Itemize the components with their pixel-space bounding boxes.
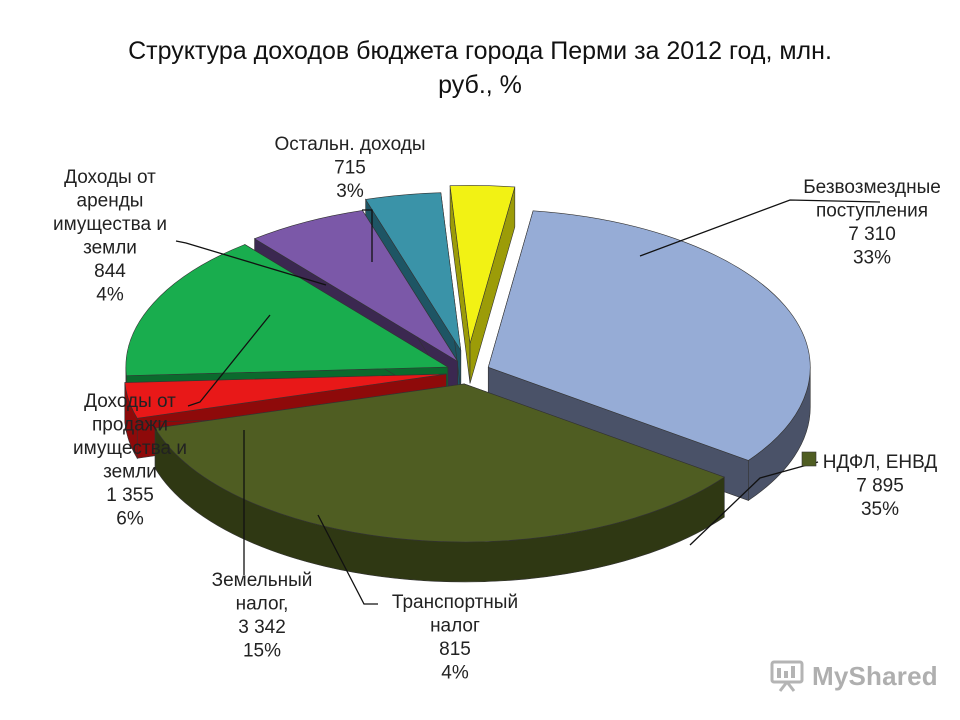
data-label-6: Доходы от аренды имущества и земли 844 4%: [53, 167, 327, 306]
pie-slice-7: [449, 185, 516, 384]
pie-slice-6-top: [365, 192, 462, 351]
chart-title-line-1: Структура доходов бюджета города Перми з…: [128, 37, 832, 65]
slice-label-text: Доходы от продажи имущества и земли 1 355 6%: [73, 391, 187, 530]
pie-slice-5-top: [253, 210, 458, 362]
slice-value: 815: [439, 639, 471, 660]
leader-line-6: [175, 240, 327, 286]
slice-name: налог: [430, 616, 480, 637]
slice-label-text: Безвозмездные поступления 7 310 33%: [803, 177, 941, 269]
slice-name: земли: [103, 462, 157, 483]
slice-name: налог,: [236, 594, 289, 615]
slice-name: НДФЛ, ЕНВД: [823, 452, 938, 473]
slice-percent: 35%: [861, 499, 899, 520]
slice-percent: 6%: [116, 509, 144, 530]
slice-value: 7 310: [848, 224, 896, 245]
slice-name: Земельный: [212, 570, 313, 591]
slice-name: имущества и: [73, 438, 187, 459]
slice-label-text: Земельный налог, 3 342 15%: [212, 570, 313, 662]
pie-slice-2-top: [154, 383, 725, 543]
leader-line-2: [689, 461, 819, 546]
slice-label-text: Транспортный налог 815 4%: [392, 592, 518, 684]
presentation-board-icon: [770, 660, 804, 692]
slice-percent: 4%: [96, 285, 124, 306]
slice-percent: 3%: [336, 181, 364, 202]
data-label-7: Остальн. доходы 715 3%: [275, 134, 426, 262]
slice-name: Доходы от: [84, 391, 176, 412]
pie-slice-4-top: [125, 244, 449, 376]
slice-percent: 4%: [441, 663, 469, 684]
data-label-2: НДФЛ, ЕНВД 7 895 35%: [689, 451, 938, 546]
watermark: MyShared: [770, 654, 940, 698]
slice-value: 1 355: [106, 485, 154, 506]
slice-value: 844: [94, 261, 126, 282]
watermark-text: MyShared: [812, 660, 938, 691]
slice-value: 7 895: [856, 476, 904, 497]
leader-line-1: [639, 199, 881, 257]
legend-swatch: [801, 451, 817, 467]
pie-slice-3-top: [124, 373, 447, 419]
pie-slice-1-top: [487, 210, 811, 461]
data-label-1: Безвозмездные поступления 7 310 33%: [639, 177, 941, 269]
slice-value: 3 342: [238, 617, 286, 638]
slice-label-text: Остальн. доходы 715 3%: [275, 134, 426, 202]
pie-slice-7-top: [449, 185, 516, 344]
leader-line-7: [362, 209, 373, 262]
slice-name: Доходы от: [64, 167, 156, 188]
data-label-5: Доходы от продажи имущества и земли 1 355 6%: [73, 314, 271, 530]
slice-name: продажи: [92, 415, 168, 436]
slice-name: Безвозмездные: [803, 177, 941, 198]
slice-name: поступления: [816, 201, 928, 222]
slice-percent: 33%: [853, 248, 891, 269]
leader-line-5: [187, 314, 271, 407]
slice-label-text: Доходы от аренды имущества и земли 844 4%: [53, 167, 167, 306]
slice-percent: 15%: [243, 641, 281, 662]
slice-name: имущества и: [53, 214, 167, 235]
data-label-3: Транспортный налог 815 4%: [317, 514, 518, 684]
chart-title-line-2: руб., %: [438, 71, 522, 99]
slice-name: Транспортный: [392, 592, 518, 613]
data-label-4: Земельный налог, 3 342 15%: [212, 430, 313, 662]
slice-value: 715: [334, 158, 366, 179]
slice-name: аренды: [77, 191, 144, 212]
slice-name: земли: [83, 238, 137, 259]
pie-slice-2: [154, 383, 725, 583]
leader-line-3: [317, 514, 378, 605]
slice-label-text: НДФЛ, ЕНВД 7 895 35%: [823, 452, 938, 520]
chart-title: Структура доходов бюджета города Перми з…: [40, 34, 920, 102]
slice-name: Остальн. доходы: [275, 134, 426, 155]
